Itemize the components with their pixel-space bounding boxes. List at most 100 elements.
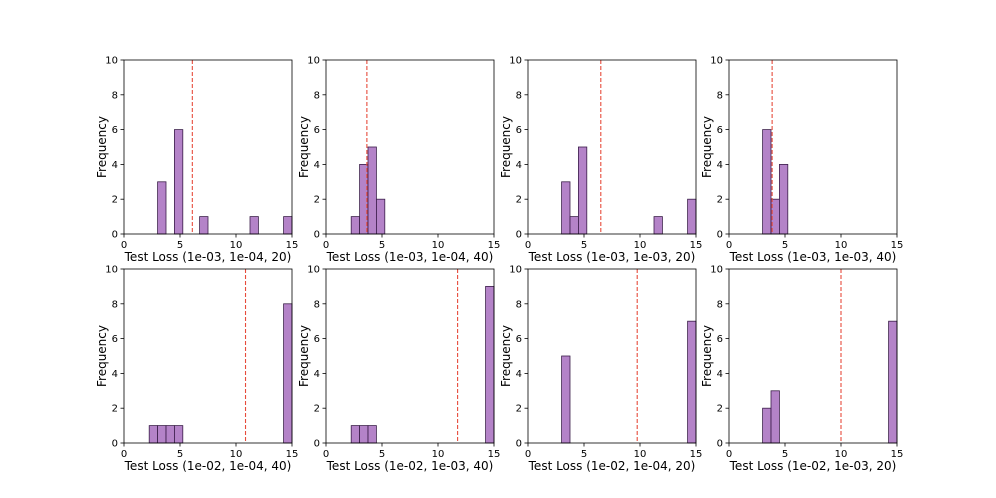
y-tick-label: 4 xyxy=(516,369,522,380)
x-tick-label: 10 xyxy=(634,240,647,251)
y-tick-label: 4 xyxy=(112,369,118,380)
y-tick-label: 2 xyxy=(314,404,320,415)
x-tick-label: 15 xyxy=(690,449,703,460)
histogram-bar xyxy=(561,355,571,444)
x-tick-label: 10 xyxy=(230,240,243,251)
y-tick-label: 6 xyxy=(717,334,723,345)
y-tick-label: 10 xyxy=(710,265,723,276)
y-tick-label: 0 xyxy=(717,439,723,450)
histogram-bar xyxy=(770,390,780,444)
x-tick-label: 5 xyxy=(581,240,587,251)
y-tick-label: 6 xyxy=(717,125,723,136)
x-tick-label: 15 xyxy=(488,240,501,251)
x-tick-label: 10 xyxy=(835,240,848,251)
y-axis-label: Frequency xyxy=(700,116,714,178)
axes-frame xyxy=(527,268,697,444)
x-tick-label: 15 xyxy=(891,449,904,460)
y-tick-label: 0 xyxy=(112,230,118,241)
histogram-bar xyxy=(173,129,184,235)
histogram-bar xyxy=(779,163,789,235)
axes-frame xyxy=(728,59,898,235)
x-axis-label: Test Loss (1e-02, 1e-04, 40) xyxy=(124,459,292,473)
histogram-bar xyxy=(359,425,369,444)
y-tick-label: 2 xyxy=(717,404,723,415)
histogram-bar xyxy=(485,285,495,444)
y-axis-label: Frequency xyxy=(297,325,311,387)
x-axis-label: Test Loss (1e-03, 1e-04, 40) xyxy=(326,250,494,264)
x-tick-label: 5 xyxy=(177,449,183,460)
histogram-bar xyxy=(888,320,898,444)
x-tick-label: 15 xyxy=(286,449,299,460)
y-tick-label: 0 xyxy=(314,439,320,450)
histogram-bar xyxy=(367,425,377,444)
y-tick-label: 8 xyxy=(112,299,118,310)
y-axis-label: Frequency xyxy=(499,325,513,387)
histogram-bar xyxy=(762,129,772,235)
y-tick-label: 2 xyxy=(516,195,522,206)
y-axis-label: Frequency xyxy=(700,325,714,387)
histogram-bar xyxy=(165,425,175,444)
x-tick-label: 0 xyxy=(323,240,329,251)
histogram-bar xyxy=(173,425,184,444)
y-axis-label: Frequency xyxy=(297,116,311,178)
x-tick-label: 10 xyxy=(634,449,647,460)
y-tick-label: 4 xyxy=(112,160,118,171)
histogram-bar xyxy=(561,181,571,235)
x-tick-label: 5 xyxy=(782,240,788,251)
x-axis-label: Test Loss (1e-03, 1e-03, 40) xyxy=(729,250,897,264)
histogram-bar xyxy=(283,303,293,444)
axes-frame xyxy=(728,268,898,444)
x-tick-label: 0 xyxy=(525,240,531,251)
histogram-bar xyxy=(157,181,167,235)
y-tick-label: 0 xyxy=(112,439,118,450)
y-tick-label: 0 xyxy=(314,230,320,241)
y-tick-label: 10 xyxy=(509,265,522,276)
axes-frame xyxy=(123,268,293,444)
y-tick-label: 8 xyxy=(112,90,118,101)
x-tick-label: 5 xyxy=(379,240,385,251)
histogram-bar xyxy=(578,146,588,235)
y-tick-label: 2 xyxy=(314,195,320,206)
x-axis-label: Test Loss (1e-02, 1e-03, 20) xyxy=(729,459,897,473)
x-tick-label: 5 xyxy=(177,240,183,251)
y-tick-label: 10 xyxy=(105,265,118,276)
y-tick-label: 6 xyxy=(112,125,118,136)
y-tick-label: 6 xyxy=(516,334,522,345)
x-tick-label: 15 xyxy=(286,240,299,251)
y-tick-label: 10 xyxy=(105,56,118,67)
y-tick-label: 8 xyxy=(314,90,320,101)
x-axis-label: Test Loss (1e-03, 1e-04, 20) xyxy=(124,250,292,264)
x-tick-label: 0 xyxy=(323,449,329,460)
histogram-bar xyxy=(249,216,259,235)
y-tick-label: 4 xyxy=(314,369,320,380)
y-tick-label: 0 xyxy=(516,439,522,450)
axes-frame xyxy=(325,268,495,444)
x-tick-label: 5 xyxy=(379,449,385,460)
y-tick-label: 2 xyxy=(112,404,118,415)
y-tick-label: 6 xyxy=(112,334,118,345)
histogram-bar xyxy=(762,407,772,444)
y-tick-label: 4 xyxy=(516,160,522,171)
y-tick-label: 10 xyxy=(307,265,320,276)
y-axis-label: Frequency xyxy=(95,325,109,387)
x-tick-label: 10 xyxy=(230,449,243,460)
histogram-bar xyxy=(653,216,663,235)
x-tick-label: 15 xyxy=(690,240,703,251)
x-tick-label: 10 xyxy=(835,449,848,460)
histogram-bar xyxy=(687,320,697,444)
y-tick-label: 2 xyxy=(112,195,118,206)
y-tick-label: 10 xyxy=(710,56,723,67)
y-tick-label: 10 xyxy=(307,56,320,67)
y-tick-label: 8 xyxy=(516,299,522,310)
x-tick-label: 10 xyxy=(432,449,445,460)
axes-frame xyxy=(123,59,293,235)
